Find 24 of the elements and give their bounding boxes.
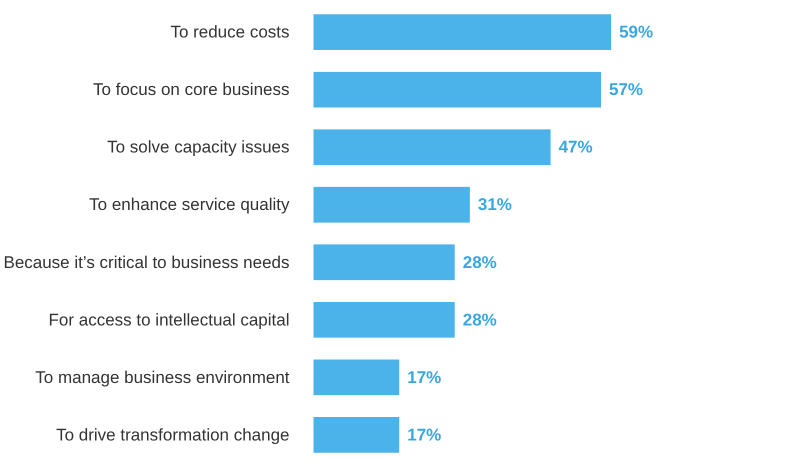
bar [314, 417, 400, 453]
bar [314, 302, 455, 338]
data-label: 57% [609, 80, 644, 100]
data-label: 28% [462, 252, 497, 272]
data-label: 31% [478, 195, 512, 214]
bar [314, 72, 602, 108]
data-label: 47% [558, 138, 593, 157]
bar [314, 129, 551, 166]
y-tick-label: To reduce costs [170, 22, 290, 42]
data-label: 59% [619, 22, 654, 42]
y-tick-label: To focus on core business [92, 80, 290, 100]
y-tick-label: To drive transformation change [56, 425, 290, 444]
data-label: 17% [407, 425, 442, 444]
y-tick-label: To enhance service quality [89, 195, 290, 214]
bar [314, 244, 455, 280]
y-tick-label: Because it’s critical to business needs [3, 252, 290, 272]
data-label: 17% [407, 368, 442, 387]
data-label: 28% [462, 310, 497, 330]
bar [314, 359, 400, 396]
y-tick-label: For access to intellectual capital [48, 310, 290, 330]
y-tick-label: To solve capacity issues [107, 138, 290, 157]
bar [314, 14, 612, 50]
bar [314, 186, 470, 223]
y-tick-label: To manage business environment [35, 368, 290, 387]
